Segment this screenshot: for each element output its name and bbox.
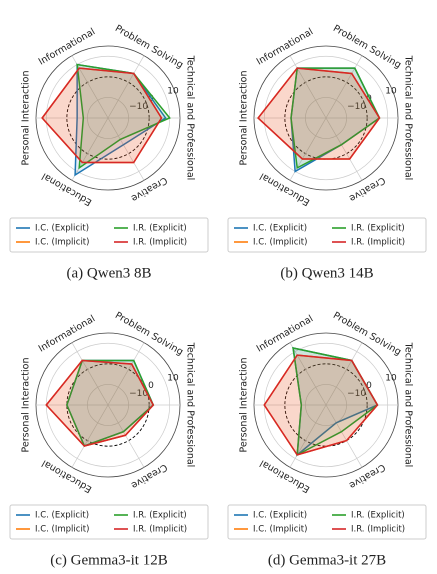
axis-label: Informational (37, 26, 97, 67)
legend-label: I.C. (Explicit) (253, 224, 307, 234)
series-area (263, 354, 379, 456)
r-tick-label: 10 (167, 86, 179, 96)
r-tick-label: −10 (347, 102, 366, 112)
axis-label: Problem Solving (331, 310, 403, 358)
r-tick-label: −10 (347, 389, 366, 399)
spoke (107, 117, 145, 181)
spoke (107, 404, 145, 468)
spoke (325, 404, 363, 468)
axis-label: Creative (129, 174, 169, 204)
r-tick-label: 10 (167, 373, 179, 383)
r-tick-label: 10 (385, 86, 397, 96)
spoke (107, 342, 145, 406)
axis-label: Creative (347, 461, 387, 491)
legend-label: I.R. (Explicit) (133, 224, 187, 234)
axis-label: Personal Interaction (239, 71, 250, 166)
axis-label: Personal Interaction (239, 358, 250, 453)
legend-label: I.C. (Explicit) (35, 224, 89, 234)
legend-label: I.R. (Implicit) (133, 238, 187, 248)
legend-label: I.R. (Explicit) (133, 511, 187, 521)
axis-label: Problem Solving (113, 310, 185, 358)
series-area (41, 67, 163, 164)
panel: −100 10 Informational Problem SolvingTechni… (227, 23, 427, 281)
spoke (325, 342, 363, 406)
legend-label: I.R. (Explicit) (351, 511, 405, 521)
caption: (c) Gemma3-it 12B (50, 552, 167, 568)
series-area (290, 67, 381, 170)
series-area (45, 359, 155, 447)
legend-label: I.C. (Implicit) (253, 525, 307, 535)
spoke (71, 117, 109, 181)
axis-label: Personal Interaction (21, 358, 32, 453)
legend-label: I.R. (Implicit) (351, 238, 405, 248)
axis-label: Creative (129, 461, 169, 491)
spoke (289, 117, 327, 181)
spoke (325, 117, 363, 181)
caption: (a) Qwen3 8B (67, 265, 152, 281)
spoke (289, 55, 327, 119)
spoke (107, 55, 145, 119)
spoke (289, 342, 327, 406)
axis-label: Informational (255, 313, 315, 354)
r-tick-label: −10 (129, 102, 148, 112)
caption: (b) Qwen3 14B (280, 265, 373, 281)
legend-label: I.R. (Implicit) (133, 525, 187, 535)
r-tick-label: 0 (366, 381, 372, 391)
panel: −100 10 Informational Problem SolvingTechni… (9, 310, 209, 568)
spoke (289, 404, 327, 468)
legend-label: I.R. (Explicit) (351, 224, 405, 234)
legend-box (227, 504, 427, 540)
axis-label: Technical and Professional (185, 342, 196, 468)
legend-label: I.C. (Explicit) (253, 511, 307, 521)
series-area (257, 67, 381, 160)
axis-label: Problem Solving (331, 23, 403, 71)
panel: −100 10 Informational Problem SolvingTechni… (227, 310, 427, 568)
spoke (325, 55, 363, 119)
legend-label: I.R. (Implicit) (351, 525, 405, 535)
r-tick-label: 0 (366, 94, 372, 104)
legend-box (9, 217, 209, 253)
r-tick-label: 0 (148, 381, 154, 391)
axis-label: Technical and Professional (185, 55, 196, 181)
caption: (d) Gemma3-it 27B (268, 552, 386, 568)
r-tick-label: 10 (385, 373, 397, 383)
legend-box (227, 217, 427, 253)
legend-box (9, 504, 209, 540)
legend-label: I.C. (Implicit) (35, 525, 89, 535)
axis-label: Informational (37, 313, 97, 354)
axis-label: Technical and Professional (403, 55, 414, 181)
spoke (71, 404, 109, 468)
axis-label: Personal Interaction (21, 71, 32, 166)
legend-label: I.C. (Implicit) (253, 238, 307, 248)
legend-label: I.C. (Explicit) (35, 511, 89, 521)
axis-label: Problem Solving (113, 23, 185, 71)
spoke (71, 342, 109, 406)
axis-label: Informational (255, 26, 315, 67)
legend-label: I.C. (Implicit) (35, 238, 89, 248)
r-tick-label: −10 (129, 389, 148, 399)
axis-label: Creative (347, 174, 387, 204)
series-area (66, 359, 155, 447)
axis-label: Technical and Professional (403, 342, 414, 468)
